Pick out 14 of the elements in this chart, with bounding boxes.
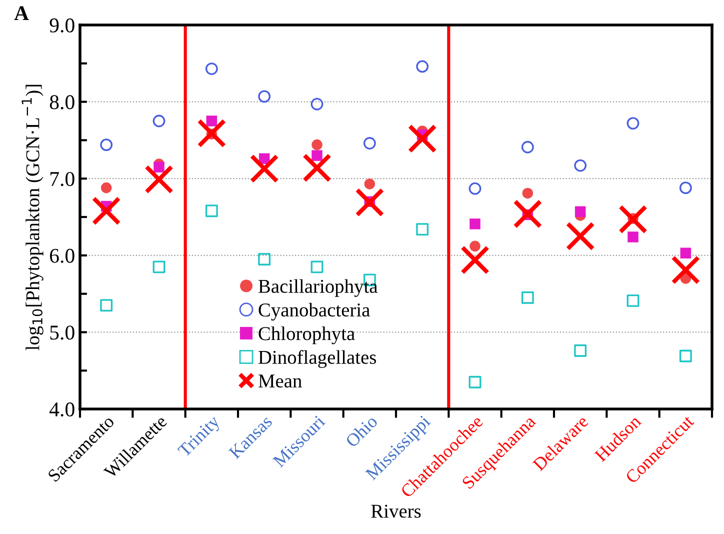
legend-label: Dinoflagellates [258,350,376,368]
legend-label: Cyanobacteria [258,302,370,321]
y-tick-label: 7.0 [50,172,74,186]
legend-label: Bacillariophyta [258,279,378,297]
legend-label: Mean [258,374,302,388]
text: A [14,6,29,20]
y-axis-title: log$_{10}$[Phytoplankton (GCN·L$^{−1}$)] [22,84,44,350]
x-axis-title: Rivers [371,504,421,518]
y-tick-label: 6.0 [50,248,74,263]
y-tick-label: 5.0 [50,326,74,340]
y-tick-label: 8.0 [50,95,74,110]
y-tick-label: 9.0 [50,18,74,33]
y-tick-label: 4.0 [50,402,74,417]
legend-label: Chlorophyta [258,326,355,344]
